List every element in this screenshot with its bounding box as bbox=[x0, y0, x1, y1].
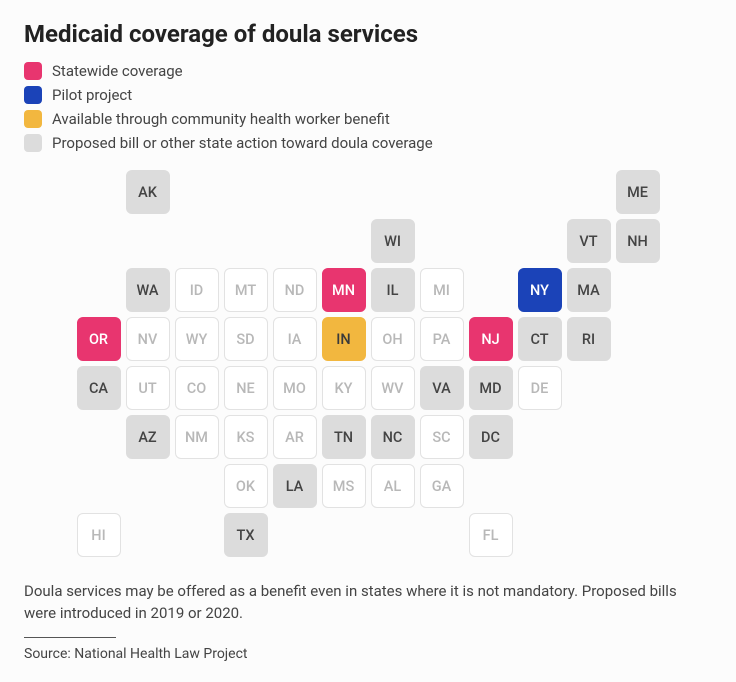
state-cell-id: ID bbox=[175, 268, 219, 312]
state-cell-mn: MN bbox=[322, 268, 366, 312]
legend-item: Proposed bill or other state action towa… bbox=[24, 134, 712, 152]
state-cell-ma: MA bbox=[567, 268, 611, 312]
legend: Statewide coverage Pilot project Available… bbox=[24, 62, 712, 152]
legend-label: Available through community health worke… bbox=[52, 110, 390, 128]
state-cell-md: MD bbox=[469, 366, 513, 410]
state-cell-wy: WY bbox=[175, 317, 219, 361]
legend-swatch bbox=[24, 110, 42, 128]
state-cell-wa: WA bbox=[126, 268, 170, 312]
state-cell-dc: DC bbox=[469, 415, 513, 459]
state-cell-hi: HI bbox=[77, 513, 121, 557]
state-cell-nm: NM bbox=[175, 415, 219, 459]
state-cell-mo: MO bbox=[273, 366, 317, 410]
state-cell-ca: CA bbox=[77, 366, 121, 410]
state-cell-nh: NH bbox=[616, 219, 660, 263]
state-cell-tx: TX bbox=[224, 513, 268, 557]
legend-label: Proposed bill or other state action towa… bbox=[52, 134, 433, 152]
page-title: Medicaid coverage of doula services bbox=[24, 20, 712, 48]
state-cell-wi: WI bbox=[371, 219, 415, 263]
state-grid: AK ME WI VTNH WAIDMTNDMNILMI NYMA ORNVWYSDIAIN… bbox=[24, 170, 712, 557]
state-cell-ks: KS bbox=[224, 415, 268, 459]
source-divider bbox=[24, 637, 116, 638]
state-cell-me: ME bbox=[616, 170, 660, 214]
state-cell-mi: MI bbox=[420, 268, 464, 312]
state-cell-wv: WV bbox=[371, 366, 415, 410]
state-cell-in: IN bbox=[322, 317, 366, 361]
legend-item: Available through community health worke… bbox=[24, 110, 712, 128]
state-cell-sd: SD bbox=[224, 317, 268, 361]
state-cell-ut: UT bbox=[126, 366, 170, 410]
legend-swatch bbox=[24, 86, 42, 104]
source-text: Source: National Health Law Project bbox=[24, 646, 712, 662]
state-cell-nc: NC bbox=[371, 415, 415, 459]
state-cell-co: CO bbox=[175, 366, 219, 410]
state-cell-nd: ND bbox=[273, 268, 317, 312]
state-cell-ny: NY bbox=[518, 268, 562, 312]
state-cell-ms: MS bbox=[322, 464, 366, 508]
state-cell-az: AZ bbox=[126, 415, 170, 459]
legend-label: Pilot project bbox=[52, 86, 132, 104]
legend-item: Statewide coverage bbox=[24, 62, 712, 80]
legend-item: Pilot project bbox=[24, 86, 712, 104]
state-cell-ga: GA bbox=[420, 464, 464, 508]
state-cell-la: LA bbox=[273, 464, 317, 508]
state-cell-mt: MT bbox=[224, 268, 268, 312]
state-cell-ri: RI bbox=[567, 317, 611, 361]
state-cell-il: IL bbox=[371, 268, 415, 312]
state-cell-ar: AR bbox=[273, 415, 317, 459]
state-cell-va: VA bbox=[420, 366, 464, 410]
state-cell-ok: OK bbox=[224, 464, 268, 508]
state-cell-ne: NE bbox=[224, 366, 268, 410]
state-cell-ia: IA bbox=[273, 317, 317, 361]
state-cell-tn: TN bbox=[322, 415, 366, 459]
state-cell-fl: FL bbox=[469, 513, 513, 557]
state-cell-de: DE bbox=[518, 366, 562, 410]
state-cell-ct: CT bbox=[518, 317, 562, 361]
state-cell-nv: NV bbox=[126, 317, 170, 361]
state-cell-sc: SC bbox=[420, 415, 464, 459]
state-cell-al: AL bbox=[371, 464, 415, 508]
legend-label: Statewide coverage bbox=[52, 62, 183, 80]
legend-swatch bbox=[24, 62, 42, 80]
state-cell-ak: AK bbox=[126, 170, 170, 214]
legend-swatch bbox=[24, 134, 42, 152]
state-cell-pa: PA bbox=[420, 317, 464, 361]
state-cell-or: OR bbox=[77, 317, 121, 361]
state-cell-ky: KY bbox=[322, 366, 366, 410]
footnote: Doula services may be offered as a benef… bbox=[24, 581, 712, 625]
state-cell-vt: VT bbox=[567, 219, 611, 263]
state-cell-nj: NJ bbox=[469, 317, 513, 361]
state-cell-oh: OH bbox=[371, 317, 415, 361]
